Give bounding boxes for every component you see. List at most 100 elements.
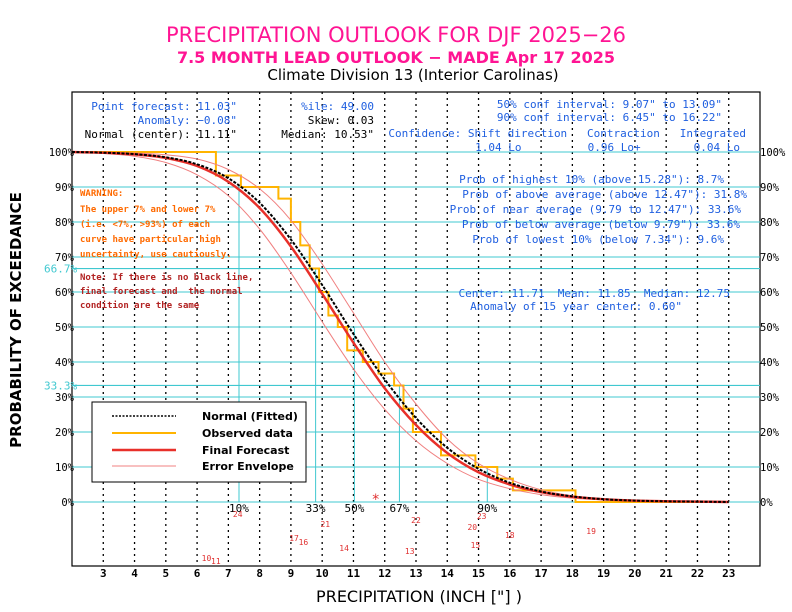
center-marker: * (371, 492, 379, 508)
note-line-2: final forecast and the normal (80, 286, 243, 297)
obs-year-17: 17 (289, 534, 299, 543)
x-tick-label-4: 4 (131, 567, 138, 580)
obs-year-11: 11 (211, 557, 221, 566)
obs-year-21: 21 (320, 520, 330, 529)
x-tick-label-13: 13 (409, 567, 422, 580)
conf-50: 50% conf interval: 9.07" to 13.09" (497, 98, 722, 111)
x-tick-label-3: 3 (100, 567, 107, 580)
y-tick-right-20: 20% (760, 427, 780, 439)
x-tick-label-20: 20 (628, 567, 641, 580)
x-tick-label-19: 19 (597, 567, 610, 580)
x-axis-label: PRECIPITATION (INCH ["] ) (316, 587, 522, 606)
reference-lines: 66.7% 33.3% (44, 187, 760, 502)
warning-line-5: uncertainty, use cautiously. (80, 249, 232, 260)
obs-year-14: 14 (339, 544, 349, 553)
division-title: Climate Division 13 (Interior Carolinas) (267, 66, 558, 84)
x-tick-label-14: 14 (441, 567, 455, 580)
prob-below-average: Prob of below average (below 9.79"): 33.… (462, 218, 741, 231)
y-tick-right-50: 50% (760, 322, 780, 334)
obs-year-23: 23 (477, 512, 487, 521)
y-tick-right-70: 70% (760, 252, 780, 264)
probabilities-block: Prob of highest 10% (above 15.28"): 8.7%… (450, 173, 748, 246)
x-tick-label-12: 12 (378, 567, 391, 580)
y-tick-right-30: 30% (760, 392, 780, 404)
obs-year-24: 24 (233, 510, 243, 519)
climo-anomaly: Anomaly of 15 year center: 0.60" (470, 300, 682, 313)
y-tick-left-30: 30% (55, 392, 75, 404)
y-tick-right-0: 0% (760, 497, 773, 509)
obs-year-18: 18 (505, 531, 515, 540)
prob-highest-10: Prob of highest 10% (above 15.28"): 8.7% (459, 173, 724, 186)
obs-year-20: 20 (467, 523, 477, 532)
x-tick-label-10: 10 (316, 567, 329, 580)
obs-year-19: 19 (586, 527, 596, 536)
y-tick-left-60: 60% (55, 287, 75, 299)
x-tick-label-17: 17 (534, 567, 547, 580)
confidence-header: Confidence: Shift direction Contraction … (388, 127, 746, 140)
y-tick-right-10: 10% (760, 462, 780, 474)
x-tick-label-9: 9 (288, 567, 295, 580)
y-tick-left-40: 40% (55, 357, 75, 369)
stats-block: Point forecast: 11.03" Anomaly: −0.08" N… (85, 98, 746, 154)
y-tick-right-80: 80% (760, 217, 780, 229)
x-tick-label-7: 7 (225, 567, 232, 580)
y-tick-left-80: 80% (55, 217, 75, 229)
y-tick-right-100: 100% (760, 147, 786, 159)
legend-label-normal: Normal (Fitted) (202, 410, 298, 423)
x-tick-label-18: 18 (566, 567, 579, 580)
x-tick-label-15: 15 (472, 567, 485, 580)
percentile-label-4: 90% (477, 502, 497, 515)
prob-above-average: Prob of above average (above 12.47"): 31… (462, 188, 747, 201)
note-line-3: condition are the same (80, 300, 200, 311)
prob-near-average: Prob of near average (9.79 to 12.47"): 3… (450, 203, 742, 216)
y-tick-left-90: 90% (55, 182, 75, 194)
conf-90: 90% conf interval: 6.45" to 16.22" (497, 111, 722, 124)
y-tick-left-20: 20% (55, 427, 75, 439)
skew: Skew: 0.03 (308, 114, 374, 127)
warning-line-1: WARNING: (80, 189, 123, 199)
x-tick-label-8: 8 (256, 567, 263, 580)
x-tick-label-23: 23 (722, 567, 735, 580)
warning-line-4: curve have particular high (80, 234, 221, 245)
note-line-1: Note: If there is no black line, (80, 272, 253, 283)
obs-year-22: 22 (411, 516, 421, 525)
obs-year-16: 16 (299, 538, 309, 547)
y-tick-right-40: 40% (760, 357, 780, 369)
normal-center: Normal (center): 11.11" (85, 128, 237, 141)
warning-block: WARNING: The upper 7% and lower 7% (i.e.… (80, 189, 232, 260)
y-tick-left-0: 0% (61, 497, 74, 509)
grid-layer (72, 92, 760, 566)
climo-center-mean-median: Center: 11.71 Mean: 11.85 Median: 12.75 (458, 287, 730, 300)
legend-label-observed: Observed data (202, 427, 293, 440)
note-block: Note: If there is no black line, final f… (80, 272, 253, 311)
main-title: PRECIPITATION OUTLOOK FOR DJF 2025−26 (166, 23, 626, 47)
tercile-label-1: 33.3% (44, 379, 77, 392)
y-axis-label: PROBABILITY OF EXCEEDANCE (7, 192, 25, 448)
climatology-block: Center: 11.71 Mean: 11.85 Median: 12.75 … (458, 287, 730, 313)
y-tick-right-90: 90% (760, 182, 780, 194)
percentile-label-0: 10% (229, 502, 249, 515)
annotation-layer: 10% 33% 50% 67% 90% * 24 21 17 16 14 22 13 20 15 23 18 19… (202, 492, 596, 566)
x-tick-label-21: 21 (660, 567, 674, 580)
y-tick-left-50: 50% (55, 322, 75, 334)
x-tick-label-11: 11 (347, 567, 361, 580)
percentile: %ile: 49.00 (301, 100, 374, 113)
percentile-label-1: 33% (306, 502, 326, 515)
observed-data-line (72, 151, 729, 503)
x-tick-label-5: 5 (163, 567, 170, 580)
y-tick-right-60: 60% (760, 287, 780, 299)
x-tick-label-6: 6 (194, 567, 201, 580)
warning-line-3: (i.e. <7%, >93%) of each (80, 219, 210, 230)
y-tick-left-100: 100% (49, 147, 75, 159)
percentile-label-3: 67% (389, 502, 409, 515)
warning-line-2: The upper 7% and lower 7% (80, 205, 216, 215)
tercile-label-0: 66.7% (44, 263, 77, 276)
legend-label-final: Final Forecast (202, 444, 289, 457)
prob-lowest-10: Prob of lowest 10% (below 7.34"): 9.6% (472, 233, 724, 246)
y-tick-left-70: 70% (55, 252, 75, 264)
point-forecast: Point forecast: 11.03" (91, 100, 237, 113)
obs-year-10: 10 (202, 554, 212, 563)
ticks-layer: 3 4 5 6 7 8 9 10 11 12 13 14 15 16 17 18 19 20 21 22 230% 0%1… (49, 147, 786, 580)
confidence-values: 1.04 Lo 0.96 Lo+ 0.04 Lo (475, 141, 740, 154)
